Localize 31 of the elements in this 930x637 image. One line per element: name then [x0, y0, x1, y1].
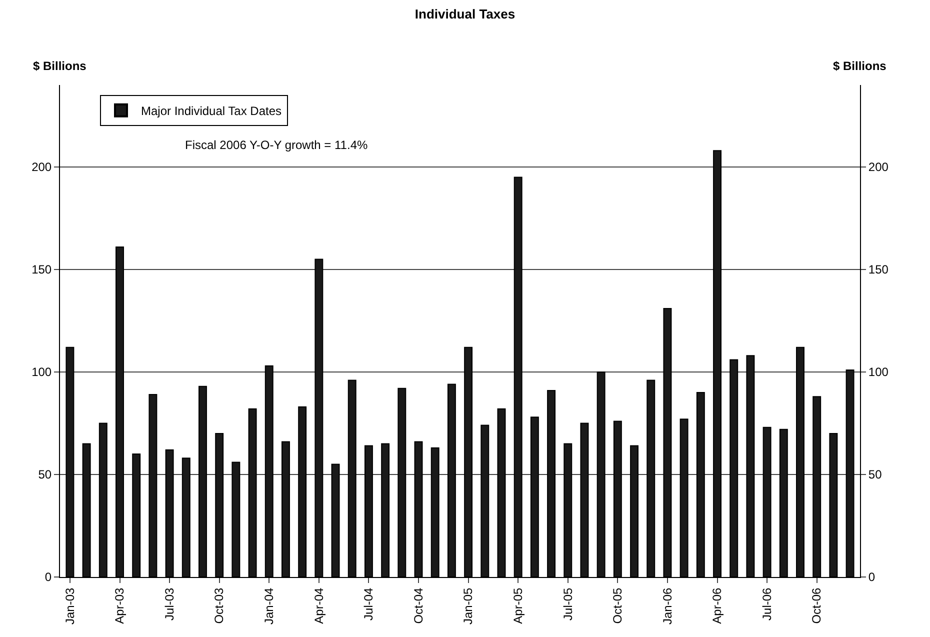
y-tick-label: 100 [32, 365, 52, 380]
x-tick-label: Jan-06 [660, 587, 674, 625]
x-tick-label: Apr-06 [710, 587, 724, 624]
x-tick-label: Apr-04 [312, 587, 326, 624]
y2-tick-label: 50 [868, 468, 882, 482]
y-tick-label: 200 [32, 160, 52, 174]
y-axis-title: $ Billions [33, 59, 87, 73]
y2-tick-label: 150 [868, 262, 889, 277]
x-tick-label: Jan-04 [262, 587, 276, 625]
x-tick-label: Apr-03 [112, 587, 127, 624]
x-tick-label: Oct-03 [212, 587, 226, 624]
legend-label: Major Individual Tax Dates [141, 104, 282, 118]
x-tick-label: Apr-05 [510, 587, 525, 624]
y-tick-label: 0 [44, 570, 52, 584]
y2-tick-label: 100 [868, 365, 889, 380]
y-tick-label: 150 [32, 262, 52, 277]
x-tick-label: Jul-05 [560, 587, 575, 620]
y-tick-label: 50 [38, 468, 52, 482]
x-tick-label: Oct-06 [810, 587, 824, 624]
y2-tick-label: 200 [868, 160, 889, 174]
x-tick-label: Jul-04 [362, 587, 376, 620]
y2-tick-label: 0 [868, 570, 876, 584]
chart-title: Individual Taxes [414, 6, 516, 22]
x-tick-label: Jan-05 [461, 587, 476, 625]
y2-axis-title: $ Billions [833, 59, 887, 73]
x-tick-label: Jul-06 [760, 587, 774, 620]
x-tick-label: Jul-03 [162, 587, 176, 620]
x-tick-label: Oct-05 [610, 587, 625, 624]
annotation: Fiscal 2006 Y-O-Y growth = 11.4% [185, 138, 368, 152]
x-tick-label: Oct-04 [411, 587, 426, 624]
x-tick-label: Jan-03 [62, 587, 77, 625]
